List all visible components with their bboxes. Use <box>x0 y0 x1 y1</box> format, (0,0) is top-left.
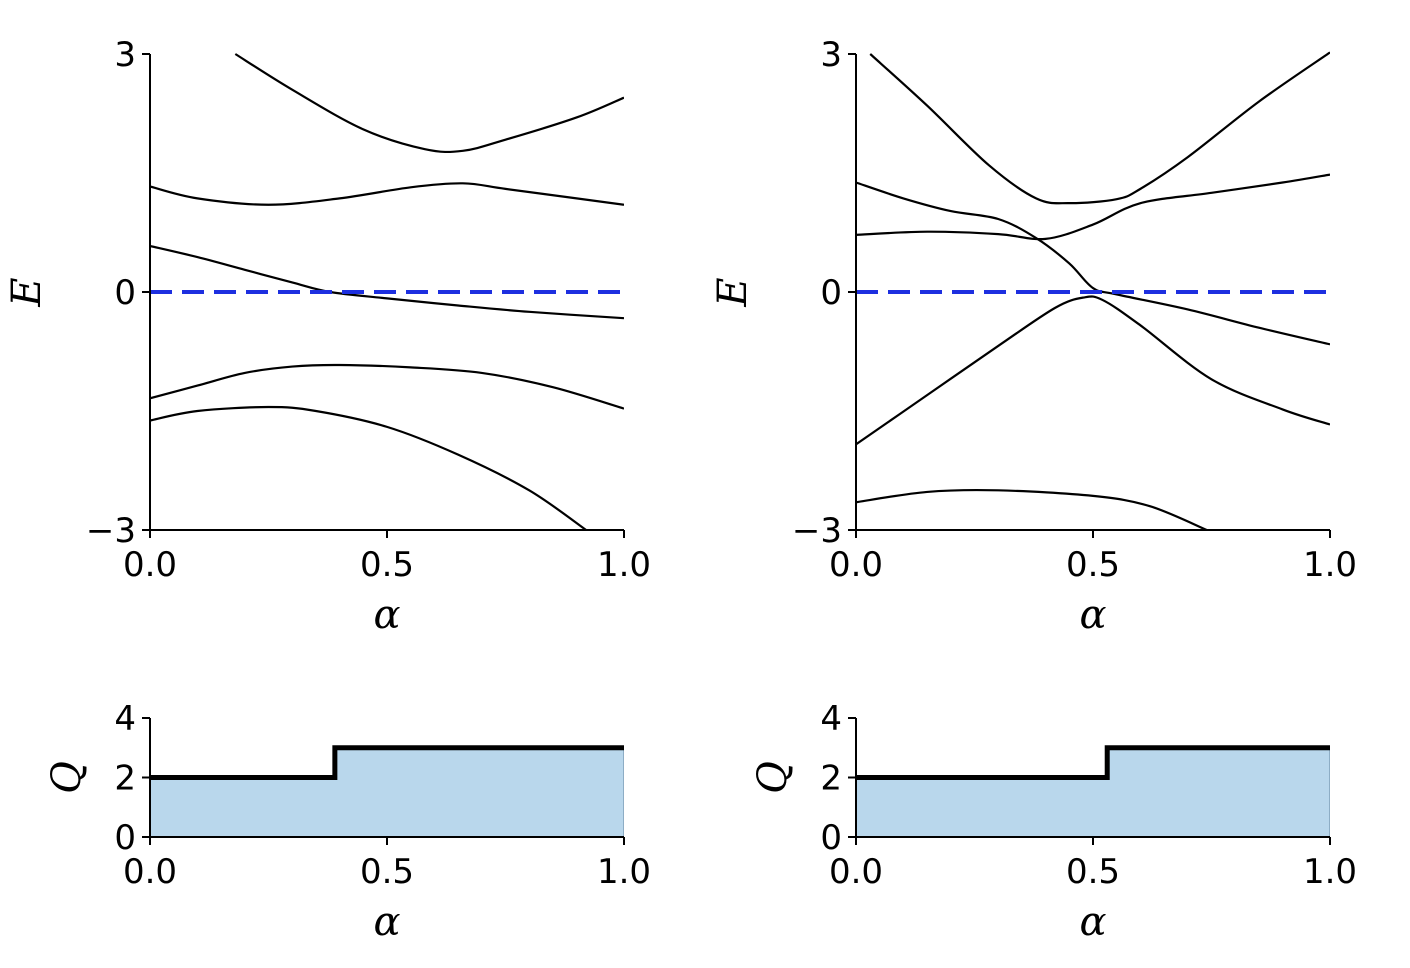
q-step-line <box>150 745 624 780</box>
x-tick-label: 1.0 <box>1303 852 1357 892</box>
energy-band-4 <box>856 295 1330 446</box>
x-tick-label: 0.0 <box>123 545 177 585</box>
x-axis-label: α <box>1079 899 1106 945</box>
x-tick-label: 1.0 <box>597 545 651 585</box>
y-tick-label: 0 <box>820 818 842 858</box>
energy-band-1 <box>234 53 624 154</box>
x-tick-label: 1.0 <box>597 852 651 892</box>
energy-band-3 <box>150 244 624 320</box>
plot-area <box>150 745 624 837</box>
y-tick-label: −3 <box>792 511 842 551</box>
y-axis-label: E <box>4 277 50 307</box>
q-filled-area <box>856 747 1330 837</box>
x-tick-label: 1.0 <box>1303 545 1357 585</box>
energy-band-5 <box>856 488 1208 530</box>
y-axis-label: Q <box>44 761 90 794</box>
chart-bottom-right: 0.0 0.5 1.0 0 2 4 α Q <box>750 699 1357 945</box>
x-tick-label: 0.0 <box>829 545 883 585</box>
x-tick-label: 0.0 <box>123 852 177 892</box>
y-tick-label: 3 <box>114 35 136 75</box>
x-axis-label: α <box>1079 592 1106 638</box>
x-axis-label: α <box>373 592 400 638</box>
energy-band-1 <box>869 51 1330 205</box>
y-tick-label: 0 <box>820 273 842 313</box>
chart-top-left: 0.0 0.5 1.0 −3 0 3 α E <box>4 35 651 638</box>
q-filled-area <box>150 747 624 837</box>
y-tick-label: 3 <box>820 35 842 75</box>
x-tick-label: 0.5 <box>1066 852 1120 892</box>
q-step-line <box>856 745 1330 780</box>
y-tick-label: −3 <box>86 511 136 551</box>
y-axis-label: Q <box>750 761 796 794</box>
y-tick-label: 4 <box>820 699 842 739</box>
x-tick-label: 0.0 <box>829 852 883 892</box>
y-tick-label: 4 <box>114 699 136 739</box>
plot-area <box>150 53 624 530</box>
y-tick-label: 0 <box>114 818 136 858</box>
chart-top-right: 0.0 0.5 1.0 −3 0 3 α E <box>710 35 1357 638</box>
chart-bottom-left: 0.0 0.5 1.0 0 2 4 α Q <box>44 699 651 945</box>
energy-band-3 <box>856 173 1330 241</box>
energy-band-2 <box>856 181 1330 346</box>
plot-area <box>856 745 1330 837</box>
x-tick-label: 0.5 <box>360 545 414 585</box>
y-tick-label: 0 <box>114 273 136 313</box>
x-axis-label: α <box>373 899 400 945</box>
y-tick-label: 2 <box>114 759 136 799</box>
x-tick-label: 0.5 <box>1066 545 1120 585</box>
x-tick-label: 0.5 <box>360 852 414 892</box>
energy-band-2 <box>150 182 624 206</box>
plot-area <box>856 51 1330 530</box>
y-axis-label: E <box>710 277 756 307</box>
y-tick-label: 2 <box>820 759 842 799</box>
energy-band-5 <box>150 405 587 530</box>
energy-band-4 <box>150 363 624 410</box>
